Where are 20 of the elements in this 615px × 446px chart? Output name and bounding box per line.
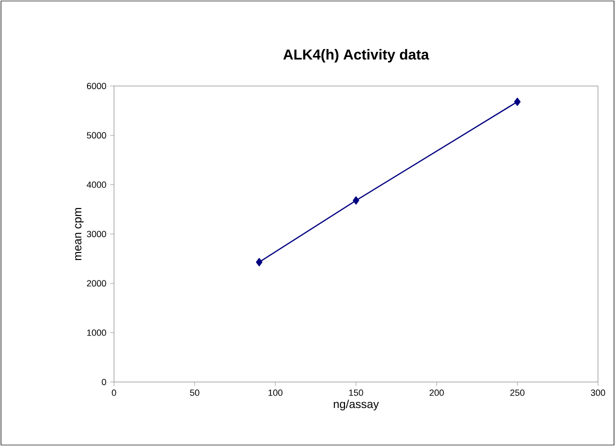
point: [352, 196, 360, 205]
x-tick-label: 200: [430, 390, 444, 396]
point: [256, 258, 262, 266]
y-tick-label: 0: [102, 378, 106, 386]
x-tick-label: 50: [190, 390, 200, 396]
y-tick-label: 6000: [86, 82, 106, 90]
x-tick-label: 300: [590, 390, 606, 396]
x-tick-label: 100: [268, 390, 282, 396]
y-tick-label: 1000: [87, 329, 106, 336]
y-tick-label: 2000: [86, 280, 106, 287]
point: [514, 98, 521, 106]
x-tick-label: 0: [112, 390, 116, 396]
x-axis-title: ng/assay: [334, 400, 379, 410]
y-tick-label: 3000: [86, 230, 106, 238]
y-tick-label: 5000: [86, 132, 106, 139]
x-tick-label: 250: [510, 390, 524, 396]
x-tick-label: 150: [349, 390, 364, 396]
y-tick-label: 4000: [86, 181, 106, 188]
chart-title: ALK4(h) Activity data: [283, 49, 430, 63]
y-axis-title: mean cpm: [75, 208, 84, 260]
